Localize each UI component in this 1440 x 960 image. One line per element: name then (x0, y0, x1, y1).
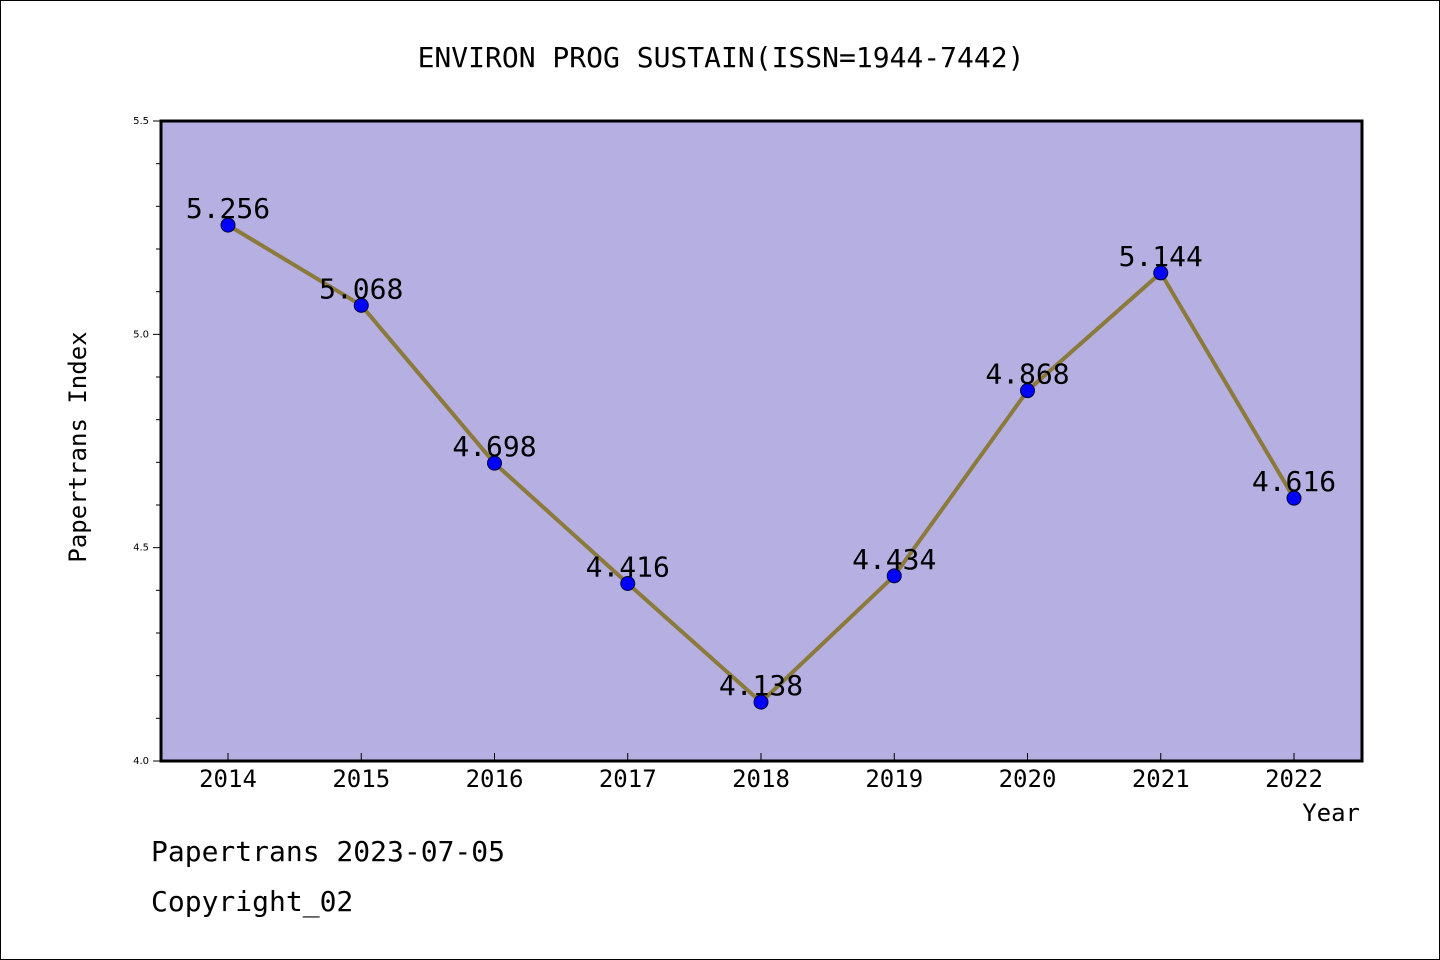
footer-copyright: Copyright_02 (151, 885, 354, 918)
data-labels: 5.256 5.068 4.698 4.416 4.138 4.434 4.868 5.144… (186, 192, 1336, 702)
x-tick-label: 2016 (466, 765, 524, 793)
data-point (620, 576, 636, 592)
data-point (1020, 383, 1035, 399)
x-tick-label: 2017 (599, 765, 657, 793)
y-tick-label: 5.5 (133, 116, 149, 127)
data-label: 4.698 (452, 430, 536, 463)
footer-date: Papertrans 2023-07-05 (151, 835, 506, 868)
data-point (886, 568, 902, 584)
data-label: 4.416 (586, 551, 670, 584)
data-label: 5.144 (1119, 240, 1203, 273)
data-points (220, 217, 1302, 710)
data-point (220, 217, 236, 233)
y-tick-label: 5.0 (133, 329, 149, 340)
x-tick-label: 2022 (1265, 765, 1323, 793)
x-tick-label: 2021 (1132, 765, 1190, 793)
y-axis: 4.0 4.5 5.0 5.5 (133, 116, 161, 767)
x-axis: 2014 2015 2016 2017 2018 2019 2020 2021 2022 (199, 753, 1323, 793)
data-label: 4.434 (852, 543, 936, 576)
data-label: 4.138 (719, 669, 803, 702)
data-label: 4.616 (1252, 465, 1336, 498)
chart-title: ENVIRON PROG SUSTAIN(ISSN=1944-7442) (418, 41, 1025, 74)
x-tick-label: 2019 (865, 765, 923, 793)
data-point (1286, 490, 1302, 506)
data-point (353, 297, 369, 313)
x-axis-label: Year (1302, 799, 1360, 827)
x-tick-label: 2014 (199, 765, 257, 793)
data-label: 5.068 (319, 272, 403, 305)
data-label: 4.868 (985, 358, 1069, 391)
data-point (487, 455, 502, 471)
x-tick-label: 2015 (332, 765, 390, 793)
y-tick-label: 4.5 (133, 543, 149, 554)
y-tick-label: 4.0 (133, 756, 149, 767)
data-point (1153, 265, 1169, 281)
data-point (753, 694, 769, 710)
x-tick-label: 2018 (732, 765, 790, 793)
data-label: 5.256 (186, 192, 270, 225)
x-tick-label: 2020 (999, 765, 1057, 793)
plot-area (159, 119, 1364, 763)
y-axis-label: Papertrans Index (64, 331, 92, 562)
